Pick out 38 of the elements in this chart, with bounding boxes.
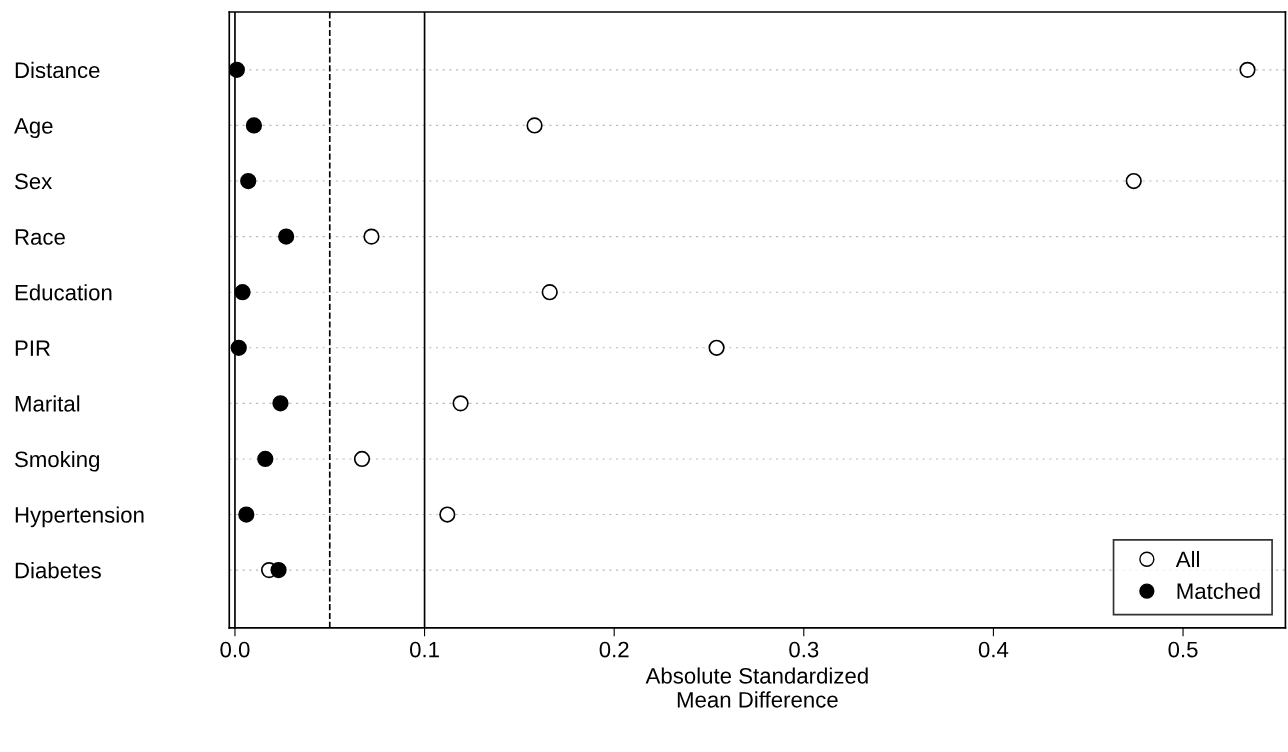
point (526, 117, 543, 134)
point (229, 61, 245, 78)
y-tick-label: Sex (15, 173, 53, 190)
point (240, 172, 257, 190)
y-tick-label: Smoking (15, 450, 100, 472)
point (708, 339, 725, 356)
legend-label: Matched (1177, 582, 1260, 600)
point (1125, 172, 1142, 190)
point (238, 506, 255, 523)
x-axis-title: Absolute Standardized Mean Difference (645, 667, 868, 708)
point (245, 117, 263, 134)
x-tick-label: 0.5 (1168, 641, 1198, 658)
y-tick-label: Age (14, 118, 53, 139)
y-tick-label: Marital (15, 395, 80, 412)
point (257, 450, 274, 468)
y-tick-label: PIR (15, 340, 50, 356)
point (541, 284, 558, 301)
point (272, 395, 289, 412)
point (1239, 61, 1256, 78)
point (234, 284, 251, 301)
point (439, 506, 456, 523)
x-tick-label: 0.2 (599, 641, 629, 658)
x-tick-label: 0.3 (789, 641, 819, 658)
point (353, 450, 371, 468)
x-tick-label: 0.1 (409, 641, 439, 658)
point (278, 228, 295, 245)
y-tick-label: Race (15, 229, 65, 245)
x-tick-label: 0.0 (220, 641, 250, 658)
y-tick-label: Education (15, 284, 112, 301)
point (363, 228, 380, 245)
legend-label: All (1175, 550, 1199, 568)
point (230, 339, 247, 356)
point (452, 395, 469, 412)
y-tick-label: Distance (15, 61, 100, 79)
x-tick-label: 0.4 (978, 641, 1009, 658)
y-tick-label: Diabetes (15, 562, 101, 579)
y-tick-label: Hypertension (15, 506, 144, 528)
point (270, 561, 287, 579)
